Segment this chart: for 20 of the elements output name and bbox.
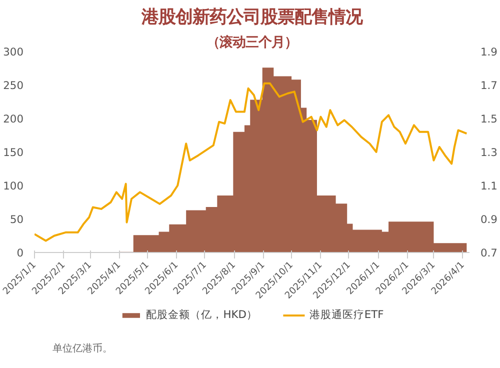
y-tick-label: 200	[3, 112, 24, 126]
line-series	[34, 82, 468, 242]
y-tick-label: 50	[10, 213, 24, 226]
y-tick-label: 0	[16, 246, 24, 260]
y2-tick-label: 0.7	[480, 246, 498, 260]
y-tick-label: 250	[3, 79, 24, 92]
chart-title: 港股创新药公司股票配售情况	[140, 8, 364, 28]
legend-label: 配股金额（亿，HKD）	[146, 308, 258, 322]
y-tick-label: 100	[3, 180, 24, 192]
y2-tick-label: 1.5	[480, 112, 498, 126]
y2-tick-label: 1.3	[480, 146, 498, 159]
y2-tick-label: 0.9	[480, 213, 498, 226]
y-tick-label: 150	[3, 146, 24, 159]
y2-tick-label: 1.1	[480, 180, 498, 192]
y2-tick-label: 1.9	[480, 46, 498, 58]
y-tick-label: 300	[3, 46, 24, 58]
chart-subtitle: （滚动三个月）	[206, 34, 298, 50]
legend-label: 港股通医疗ETF	[309, 308, 384, 322]
y2-tick-label: 1.7	[480, 79, 498, 92]
text: 单位亿港币。	[52, 342, 112, 354]
